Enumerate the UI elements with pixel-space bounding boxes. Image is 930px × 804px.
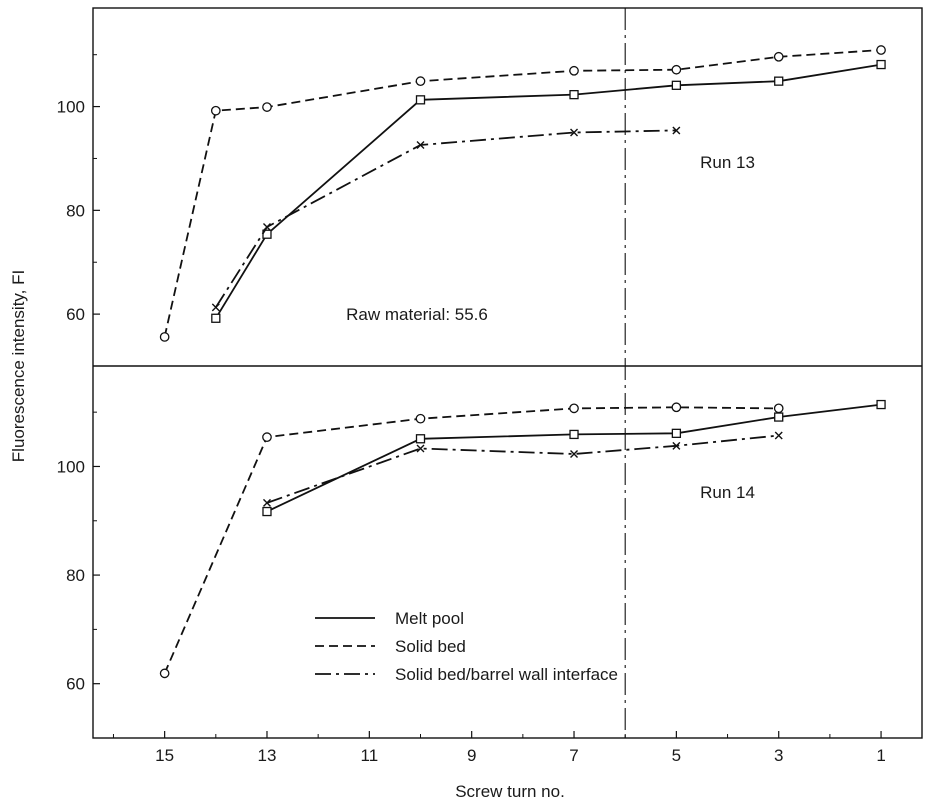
- data-point-square: [876, 59, 886, 70]
- plot-frame: [92, 7, 923, 739]
- series-line-melt-pool: [266, 403, 882, 513]
- data-point-square: [569, 429, 579, 440]
- x-tick-label: 13: [258, 746, 277, 765]
- data-point-cross: [570, 449, 579, 458]
- series-line-melt-pool: [215, 63, 882, 319]
- x-tick-label: 5: [672, 746, 681, 765]
- data-point-circle: [415, 413, 426, 424]
- data-point-square: [211, 313, 221, 323]
- data-point-circle: [569, 403, 579, 414]
- data-point-square: [876, 399, 886, 410]
- data-point-circle: [262, 432, 272, 442]
- panel-label: Run 13: [700, 153, 755, 172]
- data-point-circle: [671, 402, 682, 413]
- data-point-cross: [416, 140, 425, 149]
- plot-area: 15 13 11 9 7 5 3 1 60 80 100 Run 13 Raw material: 55…: [57, 7, 923, 765]
- data-point-cross: [262, 222, 271, 231]
- x-axis-label: Screw turn no.: [455, 782, 565, 801]
- data-point-cross: [672, 126, 681, 135]
- data-point-square: [262, 506, 272, 517]
- data-point-cross: [262, 498, 271, 507]
- y-tick-label: 60: [66, 675, 85, 694]
- x-tick-label: 15: [155, 746, 174, 765]
- data-point-circle: [876, 45, 886, 55]
- series-line-solid-bed: [163, 49, 882, 338]
- y-tick-label: 60: [66, 305, 85, 324]
- y-tick-label: 100: [57, 457, 85, 476]
- data-point-circle: [159, 332, 170, 342]
- data-point-circle: [262, 102, 272, 112]
- x-tick-label: 11: [361, 746, 379, 765]
- x-tick-label: 9: [467, 746, 476, 765]
- data-point-circle: [773, 51, 784, 62]
- data-point-cross: [211, 303, 220, 312]
- y-tick-label: 100: [57, 98, 85, 117]
- y-tick-label: 80: [66, 201, 85, 220]
- data-point-square: [569, 89, 579, 100]
- legend: Melt pool Solid bed Solid bed/barrel wall …: [315, 609, 618, 684]
- data-point-circle: [210, 105, 221, 116]
- x-tick-label: 7: [569, 746, 578, 765]
- series-line-solid-bed: [163, 406, 779, 674]
- raw-material-annotation: Raw material: 55.6: [346, 305, 488, 324]
- legend-label: Solid bed: [395, 637, 466, 656]
- data-point-cross: [774, 431, 783, 440]
- data-point-square: [671, 80, 682, 90]
- data-point-square: [415, 434, 426, 444]
- data-point-square: [671, 428, 682, 438]
- y-tick-label: 80: [66, 566, 85, 585]
- y-axis-label: Fluorescence intensity, FI: [9, 270, 28, 462]
- series-line-solid-bed-barrel-wall-interface: [266, 434, 779, 504]
- x-tick-label: 1: [876, 746, 885, 765]
- data-point-square: [774, 412, 784, 422]
- data-point-cross: [672, 441, 681, 450]
- legend-label: Solid bed/barrel wall interface: [395, 665, 618, 684]
- data-point-circle: [569, 65, 579, 76]
- data-point-circle: [671, 64, 682, 75]
- legend-label: Melt pool: [395, 609, 464, 628]
- x-tick-label: 3: [774, 746, 783, 765]
- panel-label: Run 14: [700, 483, 755, 502]
- data-point-square: [774, 76, 784, 86]
- data-point-circle: [415, 76, 426, 87]
- data-point-circle: [159, 668, 170, 679]
- data-point-cross: [570, 128, 579, 137]
- data-point-cross: [416, 444, 425, 453]
- data-point-circle: [773, 403, 784, 414]
- data-point-square: [415, 95, 426, 105]
